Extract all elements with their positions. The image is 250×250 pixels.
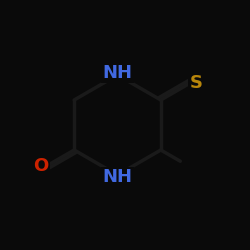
Text: O: O: [34, 157, 49, 175]
Text: NH: NH: [102, 64, 132, 82]
Text: S: S: [190, 74, 202, 92]
Text: NH: NH: [102, 168, 132, 186]
